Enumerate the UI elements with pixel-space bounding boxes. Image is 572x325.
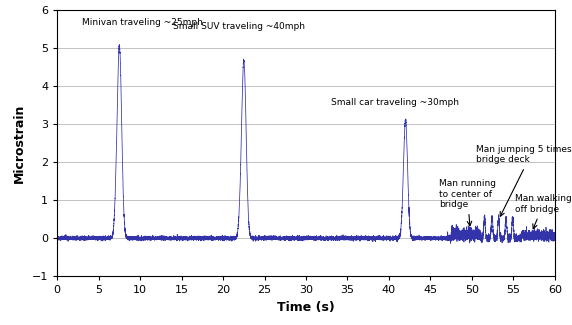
Y-axis label: Microstrain: Microstrain [13, 103, 26, 183]
Text: Man jumping 5 times on
bridge deck: Man jumping 5 times on bridge deck [476, 145, 572, 216]
Text: Man running
to center of
bridge: Man running to center of bridge [439, 179, 496, 226]
Text: Small car traveling ~30mph: Small car traveling ~30mph [331, 98, 459, 107]
Text: Man walking
off bridge: Man walking off bridge [515, 194, 572, 229]
X-axis label: Time (s): Time (s) [277, 301, 335, 314]
Text: Small SUV traveling ~40mph: Small SUV traveling ~40mph [173, 22, 305, 31]
Text: Minivan traveling ~25mph: Minivan traveling ~25mph [82, 18, 203, 27]
